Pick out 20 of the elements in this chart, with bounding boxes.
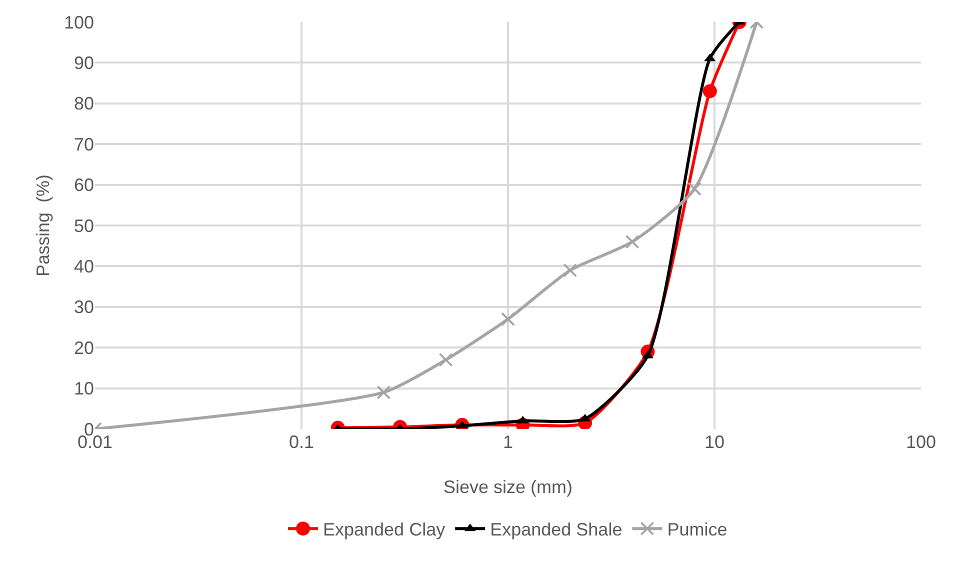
legend-label: Pumice	[667, 520, 728, 540]
y-tick-label: 90	[74, 53, 94, 73]
y-tick-label: 60	[74, 175, 94, 196]
x-tick-label: 100	[906, 432, 936, 452]
y-tick-label: 80	[74, 94, 94, 114]
x-axis-title: Sieve size (mm)	[443, 477, 573, 497]
legend-label: Expanded Shale	[490, 520, 622, 540]
y-tick-label: 10	[74, 378, 94, 399]
y-axis-title: Passing (%)	[33, 174, 53, 277]
point	[702, 84, 717, 98]
y-tick-label: 70	[74, 134, 94, 154]
y-tick-label: 30	[74, 297, 94, 318]
y-tick-label: 50	[74, 216, 94, 236]
legend-label: Expanded Clay	[323, 520, 446, 540]
y-tick-label: 20	[74, 338, 94, 358]
x-tick-label: 10	[704, 432, 725, 452]
x-tick-label: 1	[502, 432, 514, 452]
y-tick-label: 40	[74, 256, 94, 276]
y-tick-label: 100	[64, 12, 94, 32]
x-tick-label: 0.1	[288, 432, 314, 452]
